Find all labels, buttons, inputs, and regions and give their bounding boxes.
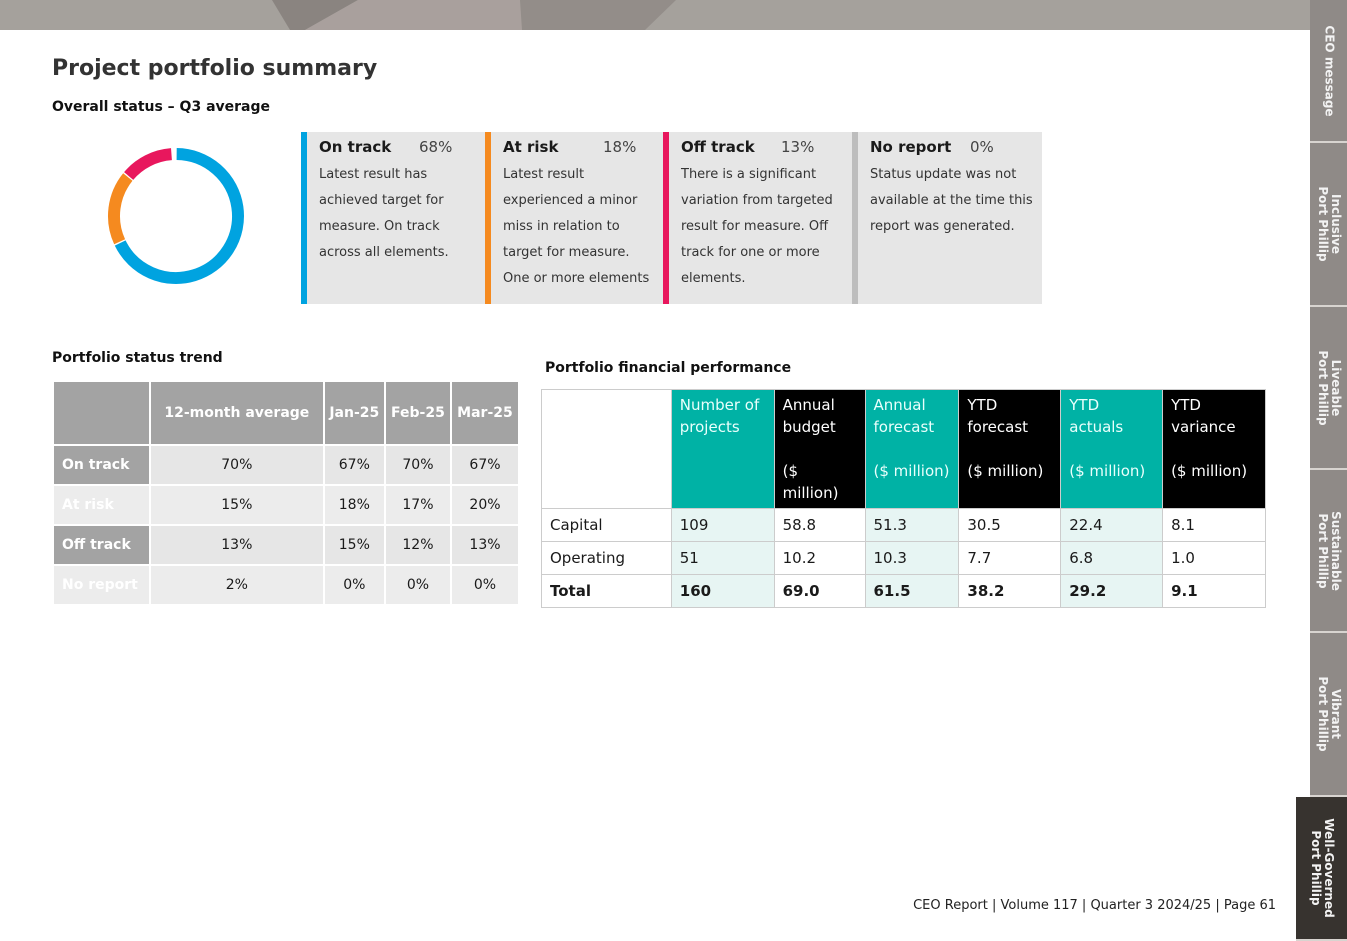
table-row: Off track 13% 15% 12% 13% [52, 524, 521, 566]
table-cell: 58.8 [773, 508, 866, 542]
table-cell: 20% [449, 484, 521, 526]
table-cell: 70% [149, 444, 325, 486]
table-cell: 30.5 [958, 508, 1062, 542]
table-cell: 22.4 [1060, 508, 1164, 542]
table-row: No report 2% 0% 0% 0% [52, 564, 521, 606]
column-header [541, 389, 672, 509]
table-cell: 109 [670, 508, 775, 542]
tab-inclusive[interactable]: Inclusive Port Phillip [1310, 143, 1347, 307]
table-cell: 15% [149, 484, 325, 526]
table-row: Capital 109 58.8 51.3 30.5 22.4 8.1 [541, 508, 1266, 542]
table-cell: 38.2 [958, 574, 1062, 608]
table-cell: 51.3 [864, 508, 960, 542]
financial-heading: Portfolio financial performance [545, 360, 792, 376]
table-cell: Off track [52, 524, 151, 566]
table-cell: 0% [383, 564, 452, 606]
table-cell: 0% [449, 564, 521, 606]
tab-ceo-message[interactable]: CEO message [1310, 0, 1347, 143]
financial-table: Number of projects Annual budget ($ milli… [541, 389, 1266, 608]
table-cell: 69.0 [773, 574, 866, 608]
table-row: At risk 15% 18% 17% 20% [52, 484, 521, 526]
legend-on-track: On track 68% Latest result has achieved ta… [301, 132, 485, 304]
table-row: On track 70% 67% 70% 67% [52, 444, 521, 486]
table-cell: 70% [383, 444, 452, 486]
column-header: Annual forecast ($ million) [864, 389, 960, 509]
page-footer: CEO Report | Volume 117 | Quarter 3 2024… [913, 898, 1276, 913]
column-header: 12-month average [149, 380, 325, 446]
legend-desc: Latest result experienced a minor miss i… [503, 167, 650, 286]
table-cell: 29.2 [1060, 574, 1164, 608]
table-cell: Total [541, 574, 672, 608]
page-title: Project portfolio summary [52, 56, 378, 81]
legend-desc: Status update was not available at the t… [870, 167, 1033, 234]
table-cell: Capital [541, 508, 672, 542]
legend-desc: There is a significant variation from ta… [681, 167, 833, 286]
table-cell: 12% [383, 524, 452, 566]
table-cell: 1.0 [1162, 541, 1266, 575]
donut-slice-at-risk [108, 173, 133, 245]
legend-label: At risk [503, 138, 559, 156]
column-header [52, 380, 151, 446]
table-cell: No report [52, 564, 151, 606]
table-cell: 10.2 [773, 541, 866, 575]
table-cell: 51 [670, 541, 775, 575]
header-row: Number of projects Annual budget ($ milli… [541, 389, 1266, 509]
table-cell: Operating [541, 541, 672, 575]
legend-pct: 0% [970, 138, 994, 156]
legend-no-report: No report 0% Status update was not availab… [852, 132, 1042, 304]
legend-at-risk: At risk 18% Latest result experienced a mi… [485, 132, 663, 304]
header-banner [0, 0, 1312, 30]
header-row: 12-month average Jan-25 Feb-25 Mar-25 [52, 380, 521, 446]
tab-sustainable[interactable]: Sustainable Port Phillip [1310, 470, 1347, 633]
table-cell: 10.3 [864, 541, 960, 575]
table-cell: At risk [52, 484, 151, 526]
tab-vibrant[interactable]: Vibrant Port Phillip [1310, 633, 1347, 797]
legend-desc: Latest result has achieved target for me… [319, 167, 449, 260]
table-cell: 9.1 [1162, 574, 1266, 608]
status-legend: On track 68% Latest result has achieved ta… [301, 132, 1042, 304]
section-tabs: CEO message Inclusive Port Phillip Livea… [1296, 0, 1347, 941]
column-header: YTD actuals ($ million) [1060, 389, 1164, 509]
status-trend-table: 12-month average Jan-25 Feb-25 Mar-25 On tra… [52, 380, 521, 606]
table-cell: 67% [322, 444, 386, 486]
table-cell: 160 [670, 574, 775, 608]
column-header: Feb-25 [383, 380, 452, 446]
legend-pct: 18% [603, 138, 637, 156]
column-header: Number of projects [670, 389, 775, 509]
legend-pct: 13% [781, 138, 815, 156]
table-cell: 8.1 [1162, 508, 1266, 542]
table-cell: 13% [149, 524, 325, 566]
legend-pct: 68% [419, 138, 453, 156]
legend-label: Off track [681, 138, 755, 156]
table-cell: 17% [383, 484, 452, 526]
legend-label: On track [319, 138, 392, 156]
table-cell: 15% [322, 524, 386, 566]
donut-slice-on-track [114, 148, 244, 284]
column-header: Mar-25 [449, 380, 521, 446]
table-row: Total 160 69.0 61.5 38.2 29.2 9.1 [541, 574, 1266, 608]
column-header: Annual budget ($ million) [773, 389, 866, 509]
table-cell: 2% [149, 564, 325, 606]
table-cell: 6.8 [1060, 541, 1164, 575]
trend-heading: Portfolio status trend [52, 350, 223, 366]
status-donut-chart [108, 148, 244, 284]
table-cell: On track [52, 444, 151, 486]
legend-off-track: Off track 13% There is a significant varia… [663, 132, 852, 304]
table-cell: 61.5 [864, 574, 960, 608]
column-header: Jan-25 [322, 380, 386, 446]
overall-status-heading: Overall status – Q3 average [52, 99, 271, 115]
table-cell: 18% [322, 484, 386, 526]
table-cell: 0% [322, 564, 386, 606]
table-cell: 67% [449, 444, 521, 486]
column-header: YTD forecast ($ million) [958, 389, 1062, 509]
tab-well-governed[interactable]: Well-Governed Port Phillip [1296, 797, 1347, 941]
donut-slice-off-track [124, 148, 173, 181]
legend-label: No report [870, 138, 952, 156]
column-header: YTD variance ($ million) [1162, 389, 1266, 509]
table-cell: 13% [449, 524, 521, 566]
tab-liveable[interactable]: Liveable Port Phillip [1310, 307, 1347, 470]
table-row: Operating 51 10.2 10.3 7.7 6.8 1.0 [541, 541, 1266, 575]
table-cell: 7.7 [958, 541, 1062, 575]
